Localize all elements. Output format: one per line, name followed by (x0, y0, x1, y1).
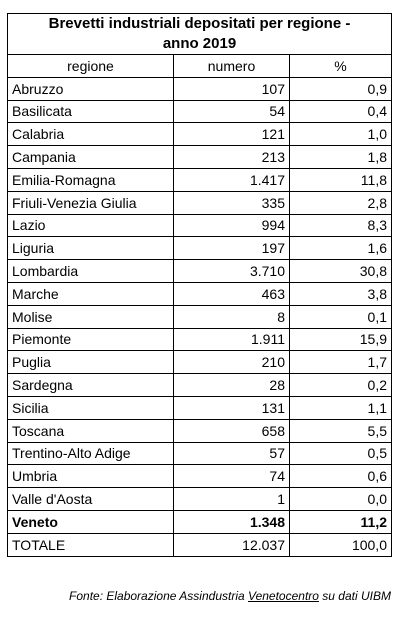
cell-percent: 30,8 (289, 259, 392, 283)
table-title-line2: anno 2019 (162, 35, 237, 52)
cell-numero: 28 (173, 373, 290, 397)
cell-regione: Lombardia (7, 259, 174, 283)
cell-numero: 1.417 (173, 167, 290, 192)
cell-numero: 8 (173, 304, 290, 329)
cell-numero: 1.911 (173, 327, 290, 352)
cell-numero: 3.710 (173, 259, 290, 283)
cell-regione: Trentino-Alto Adige (7, 441, 174, 466)
table-row: Molise 8 0,1 (7, 304, 392, 329)
table-title: Brevetti industriali depositati per regi… (7, 13, 392, 55)
cell-regione: TOTALE (7, 532, 174, 557)
cell-percent: 0,6 (289, 464, 392, 489)
cell-regione: Sardegna (7, 373, 174, 397)
cell-regione: Liguria (7, 236, 174, 261)
cell-percent: 0,9 (289, 76, 392, 101)
table-row: Veneto 1.348 11,2 (7, 509, 392, 534)
cell-percent: 8,3 (289, 213, 392, 238)
table-row: Lombardia 3.710 30,8 (7, 259, 392, 283)
cell-regione: Lazio (7, 213, 174, 238)
table-row: Campania 213 1,8 (7, 145, 392, 169)
cell-numero: 12.037 (173, 532, 290, 557)
cell-regione: Veneto (7, 509, 174, 534)
cell-percent: 0,1 (289, 304, 392, 329)
cell-regione: Molise (7, 304, 174, 329)
cell-percent: 2,8 (289, 190, 392, 215)
column-header-percent: % (289, 54, 392, 78)
table-row: Sicilia 131 1,1 (7, 395, 392, 420)
column-header-row: regione numero % (7, 54, 392, 78)
cell-numero: 213 (173, 145, 290, 169)
cell-numero: 57 (173, 441, 290, 466)
cell-numero: 54 (173, 99, 290, 124)
cell-regione: Emilia-Romagna (7, 167, 174, 192)
cell-regione: Friuli-Venezia Giulia (7, 190, 174, 215)
table-row: Calabria 121 1,0 (7, 122, 392, 147)
column-header-regione: regione (7, 54, 174, 78)
table-row: Umbria 74 0,6 (7, 464, 392, 489)
cell-numero: 121 (173, 122, 290, 147)
table-row: Liguria 197 1,6 (7, 236, 392, 261)
table-row: Trentino-Alto Adige 57 0,5 (7, 441, 392, 466)
source-underlined: Venetocentro (248, 589, 319, 603)
cell-percent: 0,4 (289, 99, 392, 124)
table-row: Basilicata 54 0,4 (7, 99, 392, 124)
cell-numero: 107 (173, 76, 290, 101)
table-row: Abruzzo 107 0,9 (7, 76, 392, 101)
cell-percent: 1,8 (289, 145, 392, 169)
source-suffix: su dati UIBM (318, 589, 391, 603)
table-body: Abruzzo 107 0,9 Basilicata 54 0,4 Calabria 121 1… (7, 76, 392, 557)
cell-numero: 994 (173, 213, 290, 238)
cell-numero: 1 (173, 487, 290, 511)
cell-percent: 1,6 (289, 236, 392, 261)
cell-percent: 11,8 (289, 167, 392, 192)
cell-percent: 11,2 (289, 509, 392, 534)
table-row: Toscana 658 5,5 (7, 418, 392, 443)
cell-numero: 74 (173, 464, 290, 489)
cell-percent: 100,0 (289, 532, 392, 557)
cell-percent: 0,0 (289, 487, 392, 511)
table-row: Piemonte 1.911 15,9 (7, 327, 392, 352)
cell-regione: Toscana (7, 418, 174, 443)
table-title-line1: Brevetti industriali depositati per regi… (48, 15, 351, 32)
cell-percent: 1,7 (289, 350, 392, 375)
cell-regione: Umbria (7, 464, 174, 489)
table-row: Sardegna 28 0,2 (7, 373, 392, 397)
cell-regione: Sicilia (7, 395, 174, 420)
cell-percent: 1,1 (289, 395, 392, 420)
table-row: Valle d'Aosta 1 0,0 (7, 487, 392, 511)
cell-numero: 335 (173, 190, 290, 215)
cell-regione: Piemonte (7, 327, 174, 352)
patents-table: Brevetti industriali depositati per regi… (7, 13, 392, 557)
cell-regione: Puglia (7, 350, 174, 375)
cell-regione: Abruzzo (7, 76, 174, 101)
cell-percent: 5,5 (289, 418, 392, 443)
cell-percent: 0,2 (289, 373, 392, 397)
source-note: Fonte: Elaborazione Assindustria Venetoc… (7, 589, 391, 603)
table-row: Marche 463 3,8 (7, 281, 392, 306)
table-row: Emilia-Romagna 1.417 11,8 (7, 167, 392, 192)
cell-regione: Campania (7, 145, 174, 169)
source-prefix: Fonte: Elaborazione Assindustria (69, 589, 249, 603)
cell-numero: 197 (173, 236, 290, 261)
cell-numero: 131 (173, 395, 290, 420)
cell-numero: 210 (173, 350, 290, 375)
column-header-numero: numero (173, 54, 290, 78)
cell-numero: 658 (173, 418, 290, 443)
cell-percent: 15,9 (289, 327, 392, 352)
table-row: Puglia 210 1,7 (7, 350, 392, 375)
cell-percent: 0,5 (289, 441, 392, 466)
cell-regione: Marche (7, 281, 174, 306)
table-row: Friuli-Venezia Giulia 335 2,8 (7, 190, 392, 215)
cell-percent: 3,8 (289, 281, 392, 306)
cell-regione: Valle d'Aosta (7, 487, 174, 511)
table-row: TOTALE 12.037 100,0 (7, 532, 392, 557)
cell-numero: 1.348 (173, 509, 290, 534)
cell-percent: 1,0 (289, 122, 392, 147)
cell-numero: 463 (173, 281, 290, 306)
cell-regione: Calabria (7, 122, 174, 147)
cell-regione: Basilicata (7, 99, 174, 124)
table-row: Lazio 994 8,3 (7, 213, 392, 238)
